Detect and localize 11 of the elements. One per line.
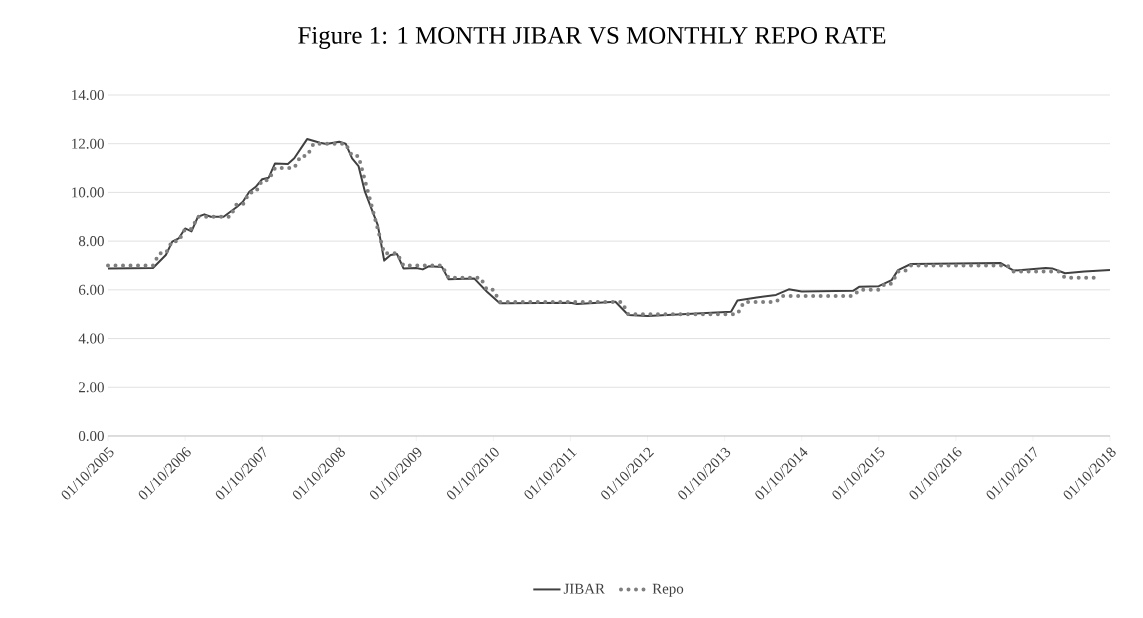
legend-label: JIBAR bbox=[563, 583, 605, 594]
y-tick-label: 6.00 bbox=[78, 284, 104, 295]
y-tick-label: 10.00 bbox=[72, 187, 104, 198]
legend-label: Repo bbox=[652, 583, 684, 597]
y-tick-label: 0.00 bbox=[78, 430, 104, 442]
y-tick-label: 14.00 bbox=[72, 89, 104, 101]
chart-title: Figure 1: 1 MONTH JIBAR VS MONTHLY REPO RATE bbox=[298, 27, 886, 49]
y-tick-label: 8.00 bbox=[78, 236, 104, 247]
y-tick-label: 2.00 bbox=[78, 382, 104, 393]
y-tick-label: 4.00 bbox=[78, 333, 104, 344]
y-tick-label: 12.00 bbox=[72, 138, 104, 149]
